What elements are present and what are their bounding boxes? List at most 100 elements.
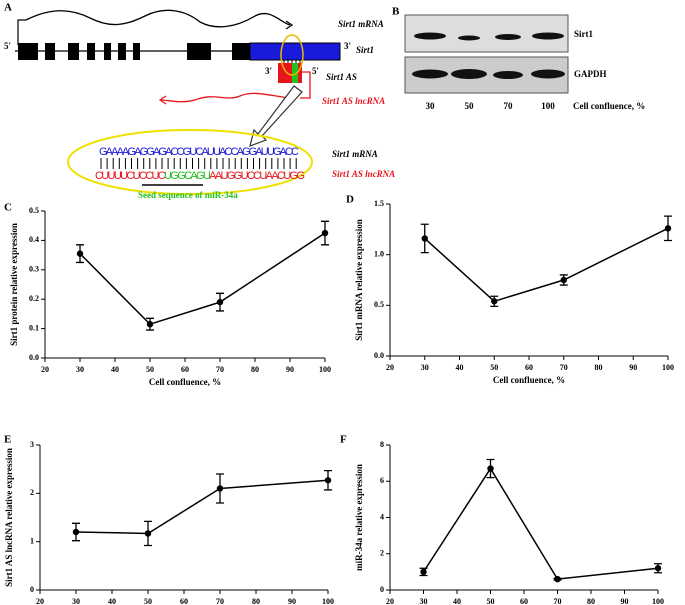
highlight-ellipse — [280, 34, 304, 76]
y-axis-label: Sirt1 AS lncRNA relative expression — [4, 448, 14, 587]
bands — [412, 32, 565, 79]
sequence: GAAAAGAGGAGACCGUCAUUACCAGGAUUGACC — [99, 146, 299, 158]
x-tick-label: 20 — [36, 597, 44, 605]
lane-label: 100 — [541, 101, 555, 111]
x-tick-label: 20 — [41, 365, 49, 374]
lane-label: 50 — [465, 101, 475, 111]
x-tick-label: 40 — [108, 597, 116, 605]
data-line — [424, 227, 669, 303]
x-tick-label: 70 — [216, 365, 224, 374]
exon — [118, 43, 126, 60]
x-tick-label: 50 — [487, 597, 495, 605]
data-line — [422, 467, 659, 580]
utr — [249, 42, 341, 61]
x-tick-label: 50 — [490, 363, 498, 372]
label: Sirt1 — [356, 45, 374, 55]
data-point — [487, 465, 494, 472]
sequence: CUUUUCUCCUCUGGCAGUAAUGGUCCUAACUGG — [95, 170, 305, 182]
x-axis-label: Cell confluence, % — [149, 377, 221, 387]
as-tss — [300, 71, 311, 99]
y-axis-label: miR-34a relative expression — [354, 464, 364, 571]
blot-label: Sirt1 — [574, 29, 593, 39]
label: Sirt1 AS lncRNA — [332, 169, 395, 179]
y-tick-label: 0.1 — [29, 323, 39, 332]
band — [532, 32, 564, 40]
seed-box — [292, 63, 298, 83]
x-tick-label: 90 — [621, 597, 629, 605]
x-tick-label: 80 — [587, 597, 595, 605]
exon — [68, 43, 79, 60]
data-point — [216, 298, 224, 306]
x-tick-label: 80 — [252, 597, 260, 605]
label: Sirt1 AS — [326, 72, 357, 82]
panel-label: A — [4, 2, 12, 14]
lncrna — [158, 71, 311, 105]
x-tick-label: 70 — [560, 363, 568, 372]
x-tick-label: 20 — [386, 597, 394, 605]
data-point — [146, 320, 154, 328]
lane-label: 70 — [504, 101, 514, 111]
exon — [87, 43, 95, 60]
x-tick-label: 60 — [520, 597, 528, 605]
exons — [18, 42, 341, 83]
lane-label: 30 — [426, 101, 436, 111]
band — [451, 69, 487, 79]
data-line — [75, 479, 329, 535]
x-tick-label: 60 — [181, 365, 189, 374]
data-point — [491, 298, 498, 305]
x-tick-label: 90 — [288, 597, 296, 605]
panel-label: D — [346, 194, 354, 206]
blot-label: GAPDH — [574, 69, 607, 79]
data-point — [421, 235, 428, 242]
y-tick-label: 0.0 — [29, 353, 39, 362]
x-tick-label: 100 — [322, 597, 334, 605]
exon — [133, 43, 140, 60]
x-tick-label: 80 — [595, 363, 603, 372]
as-box — [278, 63, 302, 83]
y-tick-label: 4 — [380, 512, 384, 521]
x-tick-label: 30 — [420, 597, 428, 605]
y-tick-label: 0.3 — [29, 265, 39, 274]
mrna-wave — [25, 9, 291, 28]
zoom-arrow — [249, 85, 303, 147]
y-tick-label: 2 — [380, 549, 384, 558]
y-tick-label: 2 — [30, 488, 34, 497]
data-point — [72, 528, 80, 536]
data-point — [664, 225, 672, 232]
x-tick-label: 100 — [319, 365, 331, 374]
x-tick-label: 30 — [72, 597, 80, 605]
three-prime: 3' — [265, 66, 272, 76]
x-tick-label: 90 — [629, 363, 637, 372]
x-tick-label: 100 — [662, 363, 674, 372]
sequence-ellipse — [67, 129, 313, 195]
y-tick-label: 0.2 — [29, 294, 39, 303]
data-point — [76, 250, 84, 257]
x-axis-label: Cell confluence, % — [493, 375, 565, 385]
x-tick-label: 70 — [216, 597, 224, 605]
five-prime: 5' — [312, 66, 319, 76]
data-point — [324, 477, 332, 484]
x-tick-label: 40 — [456, 363, 464, 372]
panel-label: C — [4, 202, 12, 214]
y-axis-label: Sirt1 protein relative expression — [9, 223, 19, 346]
lane-axis-label: Cell confluence, % — [573, 101, 645, 111]
band — [495, 34, 521, 40]
y-tick-label: 8 — [380, 440, 384, 449]
x-tick-label: 60 — [180, 597, 188, 605]
data-point — [144, 530, 152, 537]
pairing-ticks — [283, 60, 301, 63]
exon — [18, 43, 38, 60]
y-tick-label: 1 — [30, 536, 34, 545]
panel-label: F — [340, 434, 347, 446]
x-tick-label: 100 — [652, 597, 664, 605]
data-point — [420, 568, 427, 576]
chart: 0.0 0.1 0.2 0.3 0.4 0.5 20 30 40 50 60 70 80 90 100 Cel… — [9, 206, 331, 387]
exon — [104, 43, 111, 60]
three-prime: 3' — [344, 41, 351, 51]
y-tick-label: 0.4 — [29, 235, 39, 244]
arrowhead — [285, 20, 294, 30]
x-tick-label: 30 — [76, 365, 84, 374]
seq-part: AAUGGUCCUAACUGG — [209, 170, 305, 182]
band — [531, 69, 565, 79]
chart: 01232030405060708090100Cell confluence, … — [4, 440, 334, 605]
